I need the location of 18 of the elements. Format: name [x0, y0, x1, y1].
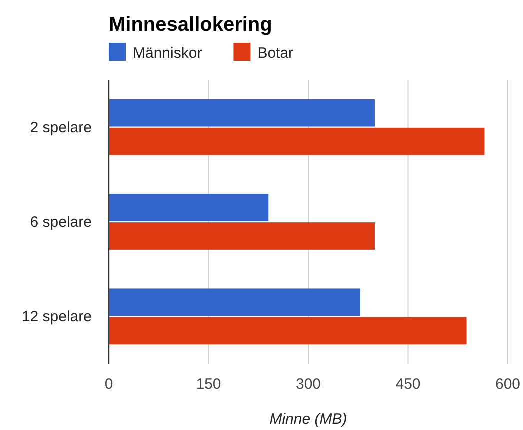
y-tick-label: 12 spelare	[22, 308, 92, 326]
y-tick-label: 2 spelare	[30, 119, 92, 136]
x-tick-label: 600	[495, 376, 521, 393]
x-tick-label: 450	[396, 376, 421, 393]
chart-title: Minnesallokering	[109, 14, 272, 36]
bar	[109, 99, 375, 127]
x-tick-label: 300	[296, 376, 322, 393]
bar	[109, 128, 485, 156]
y-tick-label: 6 spelare	[30, 214, 92, 231]
legend-label: Botar	[258, 45, 294, 62]
legend-label: Människor	[133, 45, 202, 62]
x-tick-label: 0	[104, 376, 114, 393]
bar	[109, 194, 269, 222]
x-axis-title: Minne (MB)	[270, 411, 348, 428]
bar	[109, 222, 375, 250]
bar	[109, 317, 467, 345]
bar	[109, 288, 360, 316]
x-tick-label: 150	[196, 376, 222, 393]
